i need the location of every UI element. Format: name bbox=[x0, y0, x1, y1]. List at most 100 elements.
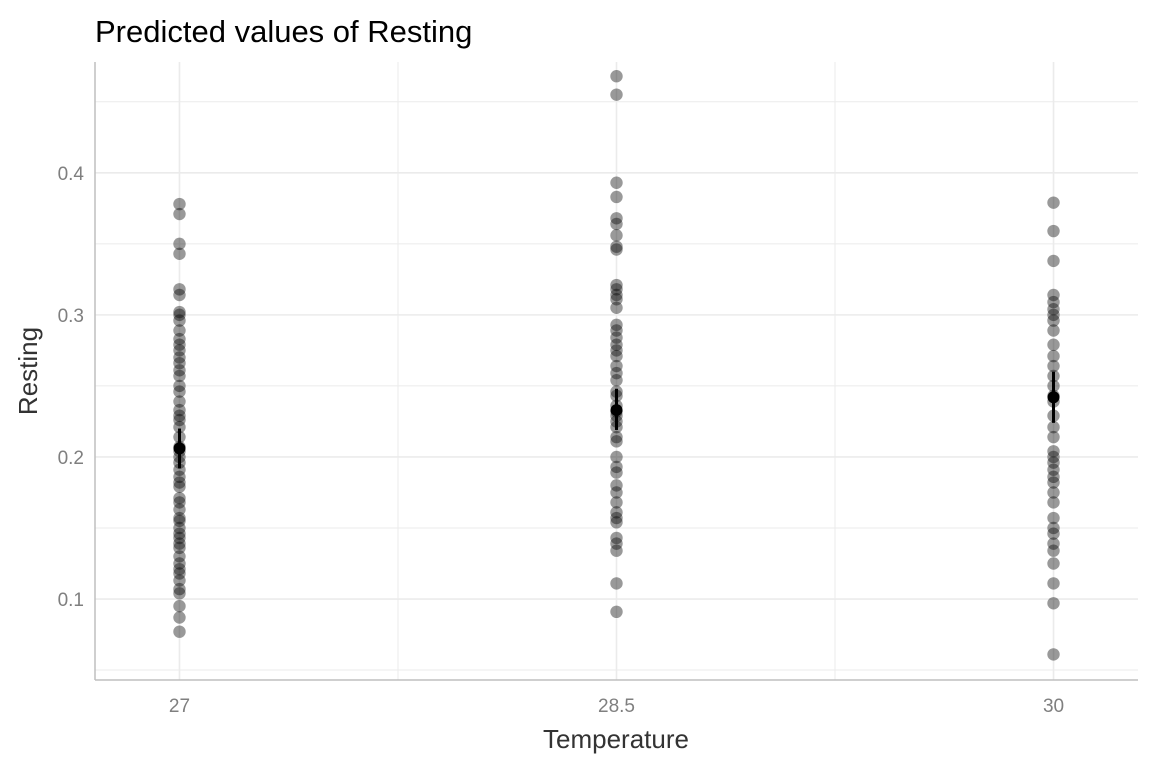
data-point bbox=[173, 207, 186, 221]
data-point bbox=[610, 293, 623, 306]
data-point bbox=[610, 460, 623, 474]
data-point bbox=[173, 314, 186, 327]
y-tick-label: 0.3 bbox=[58, 306, 84, 327]
data-point bbox=[173, 379, 186, 393]
data-point bbox=[173, 514, 186, 528]
data-point bbox=[1047, 537, 1060, 550]
data-point bbox=[173, 470, 186, 484]
data-point bbox=[173, 237, 186, 251]
data-point bbox=[1047, 324, 1060, 337]
data-point bbox=[610, 212, 623, 225]
data-point bbox=[173, 599, 186, 613]
data-point bbox=[1047, 338, 1060, 351]
data-point bbox=[1047, 314, 1060, 327]
data-point bbox=[610, 243, 623, 256]
data-point bbox=[173, 288, 186, 302]
data-point bbox=[173, 385, 186, 398]
predicted-point bbox=[610, 404, 623, 417]
data-point bbox=[610, 577, 623, 590]
data-point bbox=[173, 496, 186, 509]
data-point bbox=[173, 503, 186, 516]
data-point bbox=[610, 531, 623, 545]
data-point bbox=[1047, 308, 1060, 322]
data-point bbox=[1047, 445, 1060, 458]
data-point bbox=[610, 70, 623, 83]
data-point bbox=[1047, 303, 1060, 316]
data-point bbox=[610, 605, 623, 619]
data-point bbox=[173, 521, 186, 535]
data-point bbox=[173, 511, 186, 525]
data-point bbox=[610, 544, 623, 557]
data-point bbox=[610, 511, 623, 525]
data-point bbox=[610, 349, 623, 363]
data-point bbox=[173, 395, 186, 408]
data-point bbox=[1047, 511, 1060, 525]
data-point bbox=[610, 450, 623, 464]
data-point bbox=[1047, 349, 1060, 363]
data-point bbox=[1047, 254, 1060, 268]
data-point bbox=[1047, 470, 1060, 484]
data-point bbox=[1047, 577, 1060, 590]
data-point bbox=[173, 283, 186, 296]
data-point bbox=[610, 506, 623, 519]
data-point bbox=[610, 217, 623, 231]
data-point bbox=[610, 486, 623, 499]
data-point bbox=[173, 409, 186, 422]
data-point bbox=[1047, 597, 1060, 610]
data-point bbox=[610, 240, 623, 253]
data-point bbox=[173, 420, 186, 434]
data-point bbox=[610, 374, 623, 387]
data-point bbox=[173, 476, 186, 489]
data-point bbox=[173, 324, 186, 337]
data-point bbox=[1047, 557, 1060, 570]
data-point bbox=[1047, 476, 1060, 489]
data-point bbox=[173, 338, 186, 351]
data-point bbox=[173, 403, 186, 417]
x-axis-title: Temperature bbox=[543, 724, 689, 754]
data-point bbox=[173, 413, 186, 427]
data-point bbox=[173, 531, 186, 545]
data-point bbox=[1047, 463, 1060, 476]
predicted-point bbox=[173, 442, 186, 455]
data-point bbox=[1047, 486, 1060, 499]
data-point bbox=[1047, 288, 1060, 302]
data-point bbox=[173, 480, 186, 493]
data-point bbox=[173, 364, 186, 377]
predicted-values bbox=[173, 371, 1060, 469]
data-point bbox=[610, 344, 623, 357]
data-point bbox=[173, 247, 186, 260]
data-point bbox=[1047, 430, 1060, 444]
grid-lines bbox=[95, 62, 1138, 680]
data-point bbox=[173, 625, 186, 638]
data-point bbox=[610, 190, 623, 204]
data-point bbox=[1047, 456, 1060, 469]
data-point bbox=[610, 496, 623, 509]
data-point bbox=[173, 567, 186, 580]
data-point bbox=[173, 308, 186, 322]
y-axis-title: Resting bbox=[13, 327, 43, 415]
tick-labels: 27 28.5 30 0.1 0.2 0.3 0.4 bbox=[58, 164, 1065, 717]
data-point bbox=[1047, 648, 1060, 661]
axis-lines bbox=[94, 62, 1138, 681]
data-point bbox=[610, 338, 623, 351]
data-point bbox=[173, 537, 186, 550]
data-point bbox=[173, 611, 186, 624]
data-point bbox=[1047, 527, 1060, 540]
data-point bbox=[610, 88, 623, 101]
data-point bbox=[1047, 295, 1060, 309]
data-point bbox=[610, 466, 623, 479]
data-point bbox=[173, 351, 186, 364]
data-point bbox=[1047, 450, 1060, 464]
data-point bbox=[173, 541, 186, 555]
data-point bbox=[173, 491, 186, 505]
y-tick-label: 0.2 bbox=[58, 448, 84, 469]
data-point bbox=[173, 332, 186, 346]
data-point bbox=[610, 430, 623, 444]
data-point bbox=[610, 176, 623, 189]
y-tick-label: 0.4 bbox=[58, 164, 85, 185]
data-point bbox=[610, 318, 623, 332]
data-point bbox=[173, 582, 186, 596]
data-point bbox=[1047, 224, 1060, 238]
data-point bbox=[173, 197, 186, 211]
